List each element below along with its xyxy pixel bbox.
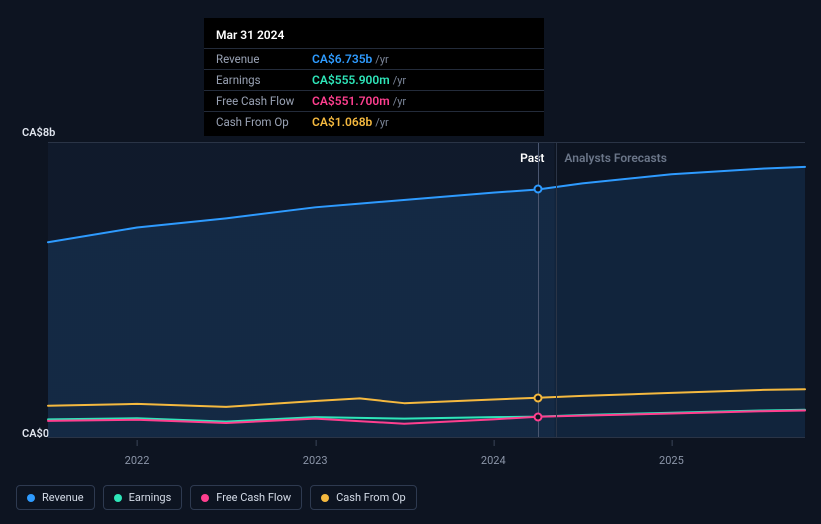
tooltip-row-label: Revenue — [216, 52, 312, 66]
chart-lines-svg — [48, 143, 805, 437]
legend-label: Cash From Op — [336, 491, 406, 504]
tooltip-row-unit: /yr — [375, 116, 388, 129]
tooltip-row-value: CA$6.735b — [312, 52, 372, 66]
hover-marker-free_cash_flow — [533, 412, 542, 421]
tooltip-row-value: CA$1.068b — [312, 115, 372, 129]
tooltip-row-label: Cash From Op — [216, 115, 312, 129]
tooltip-row-unit: /yr — [375, 53, 388, 66]
legend-dot — [114, 494, 122, 502]
tooltip-row: Free Cash FlowCA$551.700m/yr — [204, 90, 544, 111]
tooltip-row-label: Earnings — [216, 73, 312, 87]
legend-label: Revenue — [42, 491, 84, 504]
legend-item-revenue[interactable]: Revenue — [16, 485, 95, 510]
tooltip-row: RevenueCA$6.735b/yr — [204, 48, 544, 69]
tooltip-row-value: CA$551.700m — [312, 94, 390, 108]
chart-tooltip: Mar 31 2024 RevenueCA$6.735b/yrEarningsC… — [204, 18, 544, 136]
tooltip-row: Cash From OpCA$1.068b/yr — [204, 111, 544, 132]
tooltip-date: Mar 31 2024 — [204, 24, 544, 48]
tooltip-row-unit: /yr — [393, 74, 406, 87]
legend-dot — [321, 494, 329, 502]
tooltip-row-value: CA$555.900m — [312, 73, 390, 87]
y-axis-max-label: CA$8b — [22, 126, 55, 139]
chart-legend: Revenue Earnings Free Cash Flow Cash From O… — [16, 485, 417, 510]
hover-marker-cash_from_op — [533, 393, 542, 402]
legend-label: Earnings — [129, 491, 172, 504]
x-axis: 2022 2023 2024 2025 — [48, 452, 805, 472]
legend-item-earnings[interactable]: Earnings — [103, 485, 183, 510]
legend-item-cash_from_op[interactable]: Cash From Op — [310, 485, 417, 510]
y-axis-min-label: CA$0 — [22, 427, 49, 440]
legend-dot — [201, 494, 209, 502]
tooltip-row: EarningsCA$555.900m/yr — [204, 69, 544, 90]
legend-label: Free Cash Flow — [216, 491, 291, 504]
tooltip-row-unit: /yr — [393, 95, 406, 108]
financials-chart: CA$8b CA$0 Past Analysts Forecasts 20222… — [16, 0, 805, 524]
tooltip-row-label: Free Cash Flow — [216, 94, 312, 108]
past-forecast-divider — [556, 143, 557, 437]
legend-dot — [27, 494, 35, 502]
hover-marker-revenue — [533, 185, 542, 194]
x-tick: 2023 — [303, 454, 328, 467]
x-tick: 2024 — [481, 454, 506, 467]
x-tick: 2022 — [125, 454, 150, 467]
chart-plot-area[interactable]: Past Analysts Forecasts — [48, 142, 805, 438]
legend-item-free_cash_flow[interactable]: Free Cash Flow — [190, 485, 302, 510]
x-tick: 2025 — [659, 454, 684, 467]
